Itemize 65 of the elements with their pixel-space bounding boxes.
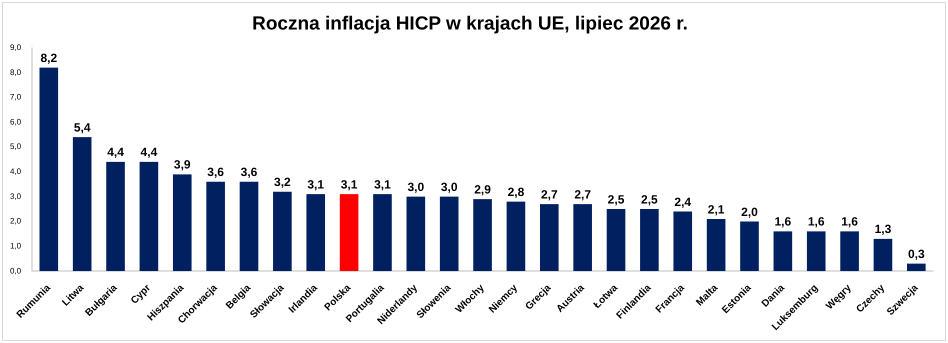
data-label: 2,4 xyxy=(674,194,692,209)
data-label: 3,1 xyxy=(340,177,358,192)
bar xyxy=(106,162,125,272)
bar xyxy=(72,137,92,272)
y-tick-label: 3,0 xyxy=(10,192,22,201)
data-label: 2,7 xyxy=(540,187,558,202)
bar xyxy=(240,182,258,272)
bar xyxy=(806,231,826,272)
bar xyxy=(606,209,626,272)
data-label: 2,7 xyxy=(574,187,592,202)
data-label: 1,6 xyxy=(808,214,825,229)
data-label: 3,1 xyxy=(374,177,392,192)
bar xyxy=(540,204,559,272)
bar xyxy=(640,209,659,272)
bar xyxy=(506,202,526,272)
data-label: 4,4 xyxy=(107,145,124,160)
data-label: 3,6 xyxy=(207,165,224,180)
data-label: 1,6 xyxy=(774,214,792,229)
data-label: 0,3 xyxy=(908,246,925,261)
data-label: 2,0 xyxy=(741,204,758,219)
bar xyxy=(273,192,292,272)
data-label: 3,0 xyxy=(440,180,458,194)
data-label: 2,8 xyxy=(508,184,525,199)
bar xyxy=(573,204,592,272)
data-label: 2,5 xyxy=(608,192,625,206)
data-label: 5,4 xyxy=(74,120,91,134)
y-tick-label: 9,0 xyxy=(10,43,22,52)
data-label: 1,3 xyxy=(874,222,892,236)
data-label: 2,5 xyxy=(641,192,658,206)
bar xyxy=(340,194,358,272)
data-label: 3,1 xyxy=(307,177,324,192)
bar xyxy=(140,162,158,272)
y-tick-label: 2,0 xyxy=(10,216,22,226)
data-label: 3,2 xyxy=(274,175,292,190)
y-tick-label: 1,0 xyxy=(10,241,22,250)
bar xyxy=(774,231,792,272)
y-tick-label: 4,0 xyxy=(10,167,22,176)
data-label: 3,0 xyxy=(407,180,424,194)
y-tick-label: 6,0 xyxy=(10,117,22,126)
bar xyxy=(373,194,392,272)
y-tick-label: 7,0 xyxy=(10,92,22,102)
bar xyxy=(306,194,326,272)
data-label: 3,9 xyxy=(174,158,191,172)
data-label: 8,2 xyxy=(40,50,58,65)
data-label: 4,4 xyxy=(140,145,158,160)
y-tick-label: 8,0 xyxy=(10,68,22,77)
data-label: 1,6 xyxy=(841,214,858,229)
bar xyxy=(406,196,426,272)
data-label: 2,1 xyxy=(708,202,725,216)
bar xyxy=(740,221,759,272)
bar xyxy=(172,174,192,272)
bar xyxy=(673,212,692,272)
bar xyxy=(874,238,892,272)
bar xyxy=(206,182,225,272)
data-label: 2,9 xyxy=(474,182,492,196)
y-tick-label: 0,0 xyxy=(10,266,22,276)
bar xyxy=(39,68,58,272)
bar xyxy=(840,231,859,272)
y-tick-label: 5,0 xyxy=(10,142,22,152)
data-label: 3,6 xyxy=(240,165,258,180)
bar xyxy=(907,264,926,272)
bar xyxy=(473,199,492,272)
bar xyxy=(440,196,459,272)
bar xyxy=(706,218,726,272)
chart-title: Roczna inflacja HICP w krajach UE, lipiec 2026 r. xyxy=(252,14,688,35)
